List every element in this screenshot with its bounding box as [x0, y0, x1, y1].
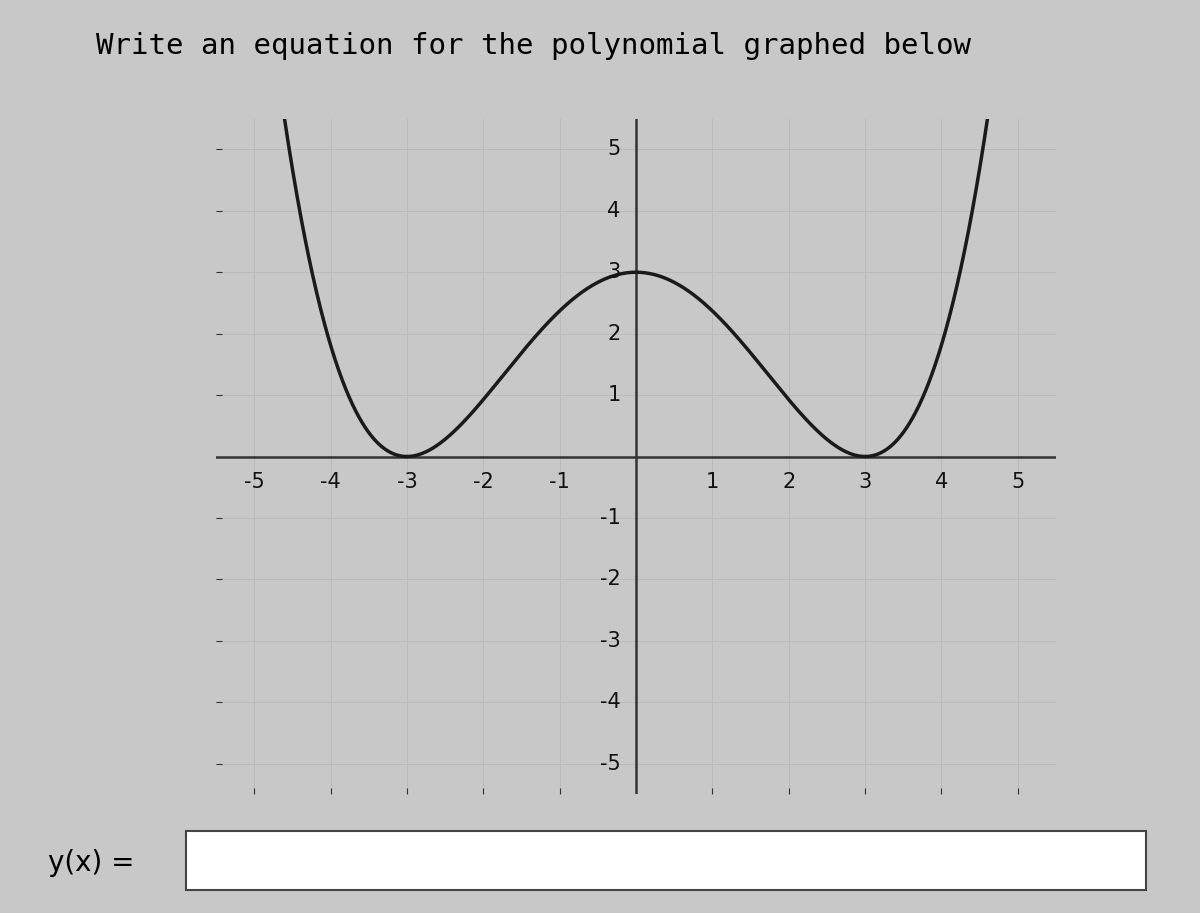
Text: -4: -4 [600, 692, 620, 712]
Text: 3: 3 [858, 472, 871, 492]
Bar [186, 831, 1146, 890]
Text: 4: 4 [607, 201, 620, 221]
Text: -5: -5 [244, 472, 264, 492]
Text: 1: 1 [607, 385, 620, 405]
Text: 4: 4 [935, 472, 948, 492]
Text: 3: 3 [607, 262, 620, 282]
Text: 2: 2 [607, 324, 620, 343]
Text: -1: -1 [550, 472, 570, 492]
Text: -4: -4 [320, 472, 341, 492]
Text: -2: -2 [600, 570, 620, 589]
Text: 5: 5 [1012, 472, 1025, 492]
Text: 2: 2 [782, 472, 796, 492]
Text: y(x) =: y(x) = [48, 849, 134, 876]
Text: Write an equation for the polynomial graphed below: Write an equation for the polynomial gra… [96, 32, 971, 60]
Text: 1: 1 [706, 472, 719, 492]
Text: -5: -5 [600, 753, 620, 773]
Text: -1: -1 [600, 508, 620, 528]
Text: -3: -3 [396, 472, 418, 492]
Text: 5: 5 [607, 140, 620, 160]
Text: -3: -3 [600, 631, 620, 651]
Text: -2: -2 [473, 472, 493, 492]
